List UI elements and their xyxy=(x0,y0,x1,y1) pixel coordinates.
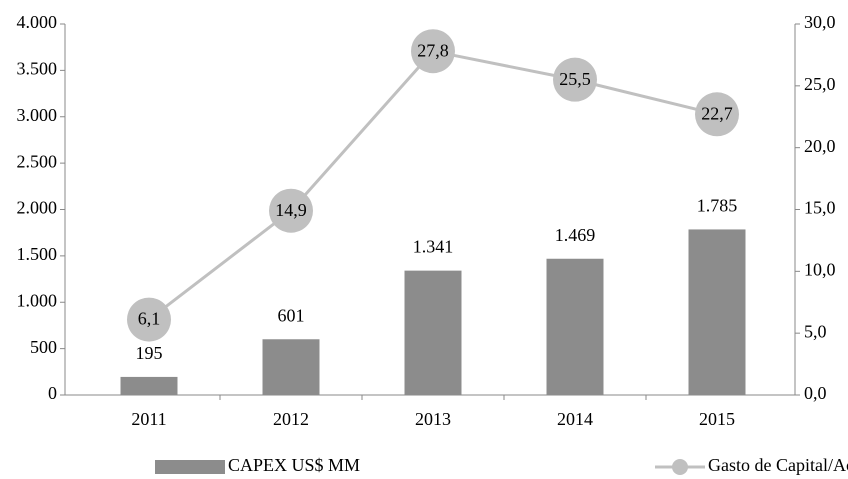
bar xyxy=(262,339,320,395)
line-marker xyxy=(269,188,313,233)
y-tick-label: 2.500 xyxy=(17,151,58,171)
line-value-label: 22,7 xyxy=(701,103,733,123)
y-tick-label: 3.500 xyxy=(17,59,58,79)
y-tick-label: 1.000 xyxy=(17,290,58,310)
line-marker xyxy=(127,297,171,342)
line-value-label: 25,5 xyxy=(559,69,591,89)
y-tick-label: 3.000 xyxy=(17,105,58,125)
line-value-label: 6,1 xyxy=(138,309,161,329)
y2-tick-label: 25,0 xyxy=(804,74,836,94)
x-tick-label: 2015 xyxy=(699,409,735,429)
y2-tick-label: 0,0 xyxy=(804,383,827,403)
x-tick-label: 2013 xyxy=(415,409,451,429)
bar-value-label: 1.785 xyxy=(697,196,738,216)
bar-value-label: 601 xyxy=(278,305,305,325)
bar-value-label: 1.469 xyxy=(555,225,596,245)
line-marker xyxy=(411,29,455,74)
legend-label: CAPEX US$ MM xyxy=(228,455,360,475)
y-tick-label: 1.500 xyxy=(17,244,58,264)
y-tick-label: 500 xyxy=(30,337,57,357)
bar xyxy=(546,258,604,395)
legend-swatch xyxy=(155,460,225,474)
y2-tick-label: 30,0 xyxy=(804,12,836,32)
line-marker xyxy=(553,57,597,102)
y-tick-label: 2.000 xyxy=(17,198,58,218)
y-tick-label: 0 xyxy=(48,383,57,403)
legend-marker xyxy=(672,459,688,475)
bar xyxy=(404,270,462,395)
line-value-label: 27,8 xyxy=(417,40,449,60)
x-tick-label: 2011 xyxy=(131,409,166,429)
bar xyxy=(120,376,178,395)
bar-value-label: 195 xyxy=(136,343,163,363)
bar xyxy=(688,229,746,395)
y2-tick-label: 10,0 xyxy=(804,259,836,279)
bar-value-label: 1.341 xyxy=(413,237,454,257)
y2-tick-label: 20,0 xyxy=(804,136,836,156)
y2-tick-label: 5,0 xyxy=(804,321,827,341)
line-value-label: 14,9 xyxy=(275,200,307,220)
line-marker xyxy=(695,92,739,137)
x-tick-label: 2014 xyxy=(557,409,593,429)
x-tick-label: 2012 xyxy=(273,409,309,429)
y-tick-label: 4.000 xyxy=(17,12,58,32)
y2-tick-label: 15,0 xyxy=(804,198,836,218)
legend-label: Gasto de Capital/Activos (%) xyxy=(708,455,848,476)
